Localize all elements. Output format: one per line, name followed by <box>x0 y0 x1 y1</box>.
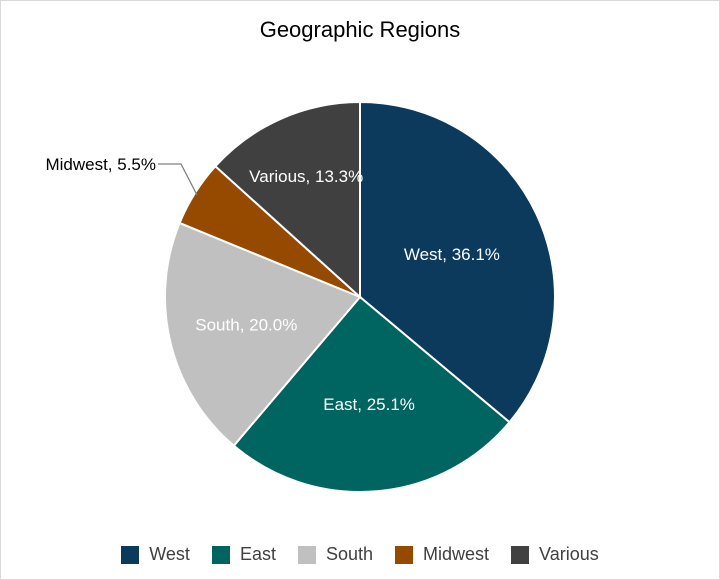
legend-swatch-east <box>211 545 230 564</box>
data-label-east: East, 25.1% <box>323 395 415 414</box>
legend-label-east: East <box>239 544 276 564</box>
pie-slice-west <box>359 100 556 424</box>
legend-label-south: South <box>325 544 374 564</box>
legend-swatch-midwest <box>395 545 414 564</box>
legend-item-west: West <box>121 544 190 565</box>
legend-item-midwest: Midwest <box>395 544 489 565</box>
data-label-midwest: Midwest, 5.5% <box>45 155 156 174</box>
data-label-south: South, 20.0% <box>195 316 297 335</box>
legend-label-midwest: Midwest <box>423 544 490 564</box>
pie-slice-east <box>232 295 511 493</box>
legend-item-various: Various <box>511 544 599 565</box>
legend: West East South Midwest Various <box>1 544 719 565</box>
legend-swatch-south <box>297 545 316 564</box>
data-label-west: West, 36.1% <box>404 245 500 264</box>
pie-slice-various <box>213 100 361 300</box>
legend-item-east: East <box>211 544 276 565</box>
data-label-various: Various, 13.3% <box>249 167 363 186</box>
pie-slice-south <box>164 221 362 448</box>
legend-label-various: Various <box>539 544 599 564</box>
legend-label-west: West <box>149 544 190 564</box>
leader-line-midwest <box>158 163 198 196</box>
legend-item-south: South <box>297 544 374 565</box>
chart-title: Geographic Regions <box>259 17 461 42</box>
legend-swatch-various <box>511 545 530 564</box>
legend-swatch-west <box>121 545 140 564</box>
